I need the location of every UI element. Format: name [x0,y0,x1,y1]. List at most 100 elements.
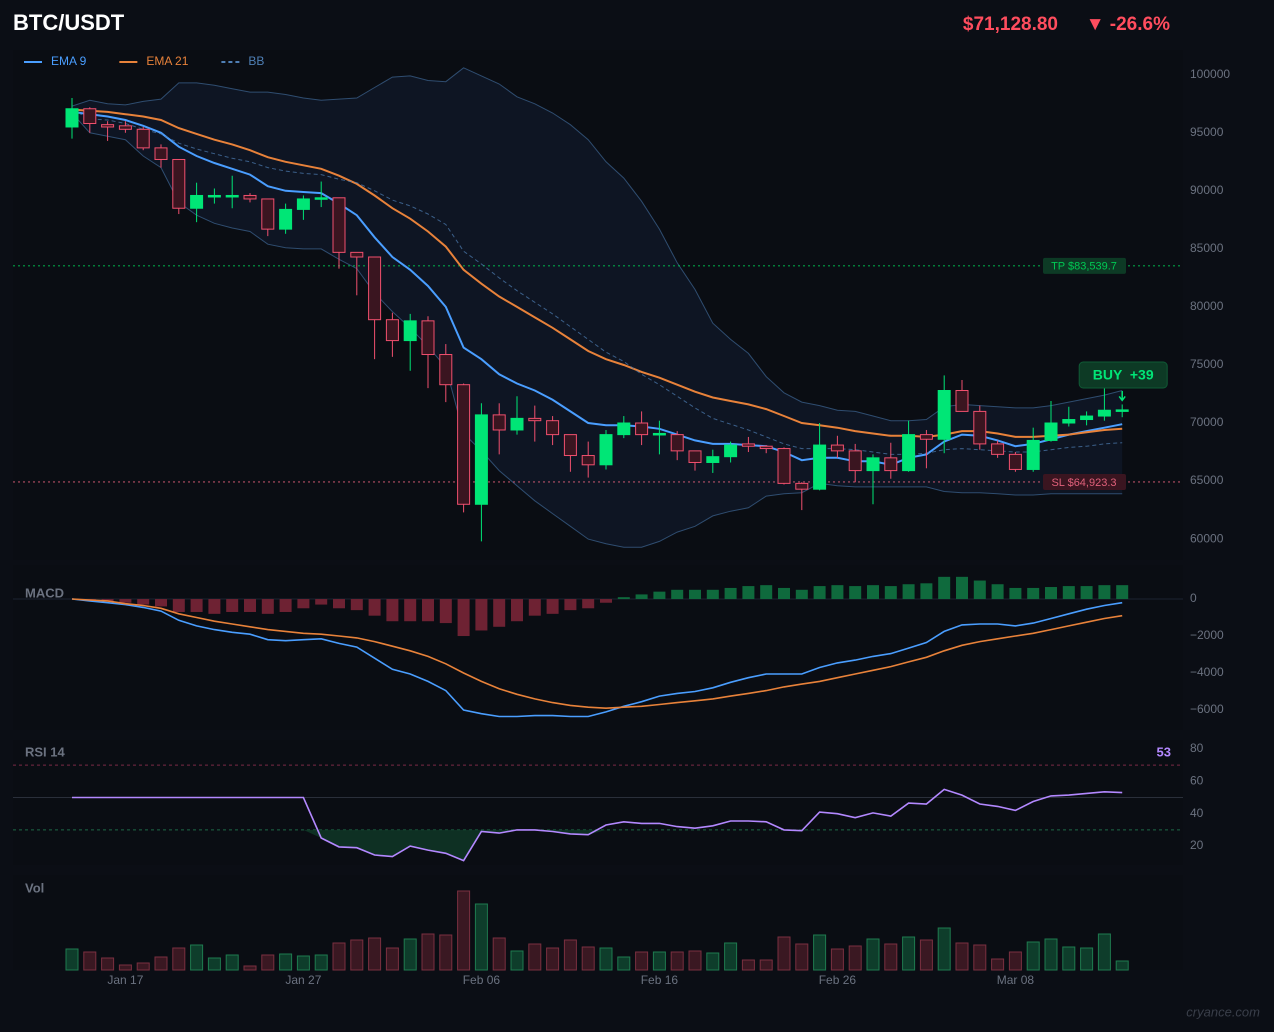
volume-bar [296,955,310,971]
macd-histogram-bar [973,580,986,600]
volume-bar [421,933,435,971]
y-tick-label: −4000 [1190,665,1224,679]
candle-body [866,457,880,472]
candle-body [207,194,221,198]
volume-bar [1097,933,1111,971]
volume-bar [581,946,595,971]
volume-bar [350,939,364,971]
volume-bar [385,947,399,971]
macd-histogram-bar [991,584,1004,600]
volume-bar [652,951,666,971]
macd-histogram-bar [867,585,879,600]
volume-bar [101,957,115,971]
candle-body [884,457,898,472]
candle-body [314,197,328,200]
y-tick-label: 70000 [1190,415,1224,429]
volume-bar [937,927,951,971]
candle-body [421,320,435,356]
candle-body [617,422,631,436]
candle-body [261,198,275,230]
indicator-line [71,109,1123,455]
macd-histogram-bar [119,599,132,603]
volume-bar [207,957,221,971]
macd-histogram-bar [333,599,345,609]
macd-histogram-bar [742,586,755,600]
macd-line [71,598,1123,718]
candle-body [546,420,560,436]
candle-body [1026,439,1040,470]
macd-histogram-bar [600,599,612,603]
volume-bar [1062,946,1076,971]
volume-bar [243,965,257,971]
volume-bar [724,942,738,971]
candle-body [439,354,453,386]
macd-histogram-bar [831,585,844,600]
macd-histogram-bar [582,599,595,609]
volume-bar [368,937,382,971]
candle-body [1115,409,1129,412]
candle-body [492,414,506,431]
macd-histogram-bar [617,597,630,600]
x-tick-label: Mar 08 [997,973,1035,987]
candle-body [724,444,738,458]
y-tick-label: 95000 [1190,125,1224,139]
candle-body [101,124,115,128]
candle-body [474,414,488,505]
candle-body [136,128,150,149]
candle-body [332,197,346,253]
macd-histogram-bar [528,599,541,616]
macd-histogram-bar [404,599,417,622]
candle-body [919,434,933,440]
volume-bar [279,953,293,971]
macd-histogram-bar [386,599,399,622]
volume-bar [403,938,417,971]
macd-histogram-bar [1116,585,1129,600]
x-tick-label: Feb 26 [819,973,857,987]
candle-body [528,417,542,422]
candle-body [83,108,97,124]
volume-bar [741,959,755,971]
volume-bar [759,959,773,971]
candle-body [795,482,809,490]
volume-bar [474,903,488,971]
volume-bar [563,939,577,971]
x-tick-label: Jan 27 [285,973,321,987]
candle-body [118,125,132,130]
volume-bar [154,956,168,971]
volume-bar [1115,960,1129,971]
volume-bar [1008,951,1022,971]
y-tick-label: 100000 [1190,67,1230,81]
signal-label: BUY +39 [1093,367,1154,383]
level-label: SL $64,923.3 [1051,477,1116,489]
level-label-bg [1043,257,1126,274]
macd-histogram-bar [155,599,167,607]
candle-body [581,455,595,466]
candle-body [190,194,204,209]
y-tick-label: 85000 [1190,241,1224,255]
y-tick-label: 90000 [1190,183,1224,197]
volume-bar [172,947,186,971]
volume-bar [706,952,720,971]
level-label: TP $83,539.7 [1051,261,1117,273]
signal-arrow [1118,391,1126,402]
volume-bar [955,942,969,971]
y-tick-label: 40 [1190,806,1204,820]
volume-bar [528,943,542,971]
macd-histogram-bar [244,599,256,612]
level-label-bg [1043,473,1126,490]
macd-histogram-bar [689,589,701,600]
candle-body [172,158,186,209]
panel-title: RSI 14 [25,744,66,759]
macd-histogram-bar [475,599,488,631]
candle-body [777,448,791,484]
candle-body [973,410,987,445]
macd-histogram-bar [884,586,897,600]
macd-histogram-bar [511,599,523,622]
macd-histogram-bar [546,599,559,614]
candle-body [955,390,969,412]
candle-body [1008,453,1022,470]
candle-body [1044,422,1058,441]
macd-histogram-bar [795,589,808,600]
macd-histogram-bar [938,576,951,600]
volume-bar [866,938,880,971]
